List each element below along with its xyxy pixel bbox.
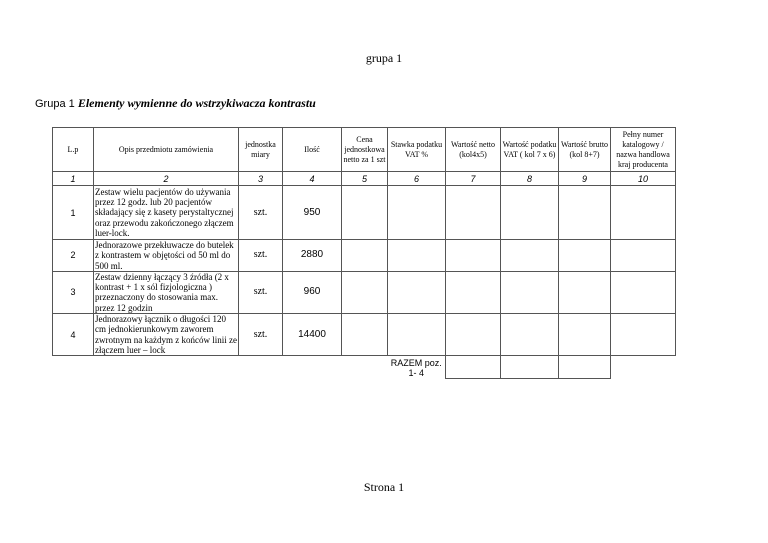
column-header: L.p xyxy=(52,127,94,172)
table-row: 1 Zestaw wielu pacjentów do używania prz… xyxy=(52,185,676,240)
empty-cell xyxy=(610,313,676,357)
empty-cell xyxy=(558,185,611,240)
column-number-row: 1 2 3 4 5 6 7 8 9 10 xyxy=(52,171,676,186)
column-header: Cena jednostkowa netto za 1 szt xyxy=(341,127,388,172)
empty-cell xyxy=(558,270,611,315)
row-quantity: 2880 xyxy=(282,239,342,272)
page-footer: Strona 1 xyxy=(363,480,405,494)
total-vat-cell xyxy=(500,355,559,380)
column-number: 4 xyxy=(282,171,342,186)
row-quantity: 950 xyxy=(282,185,342,240)
row-lp: 3 xyxy=(52,270,94,315)
empty-cell xyxy=(610,239,676,272)
empty-cell xyxy=(445,185,501,240)
row-lp: 1 xyxy=(52,185,94,240)
column-header: Wartość netto (kol4x5) xyxy=(445,127,501,172)
table-row: 2 Jednorazowe przekłuwacze do butelek z … xyxy=(52,239,676,272)
empty-cell xyxy=(387,185,446,240)
empty-cell xyxy=(341,185,388,240)
row-description: Zestaw dzienny łączący 3 źródła (2 x kon… xyxy=(93,270,239,315)
group-heading: Grupa 1 Elementy wymienne do wstrzykiwac… xyxy=(35,96,316,111)
total-row: RAZEM poz. 1- 4 xyxy=(53,355,676,380)
empty-cell xyxy=(387,239,446,272)
total-label: RAZEM poz. 1- 4 xyxy=(390,357,442,378)
empty-cell xyxy=(500,313,559,357)
empty-cell xyxy=(445,270,501,315)
column-header: Stawka podatku VAT % xyxy=(387,127,446,172)
column-header: Wartość podatku VAT ( kol 7 x 6) xyxy=(500,127,559,172)
column-header: Wartość brutto (kol 8+7) xyxy=(558,127,611,172)
total-brutto-cell xyxy=(558,355,611,380)
empty-cell xyxy=(500,239,559,272)
column-header: jednostka miary xyxy=(238,127,283,172)
column-number: 3 xyxy=(238,171,283,186)
row-description: Jednorazowe przekłuwacze do butelek z ko… xyxy=(93,239,239,272)
empty-cell xyxy=(445,313,501,357)
group-title: Elementy wymienne do wstrzykiwacza kontr… xyxy=(77,96,316,110)
empty-cell xyxy=(610,270,676,315)
table-header-row: L.p Opis przedmiotu zamówienia jednostka… xyxy=(52,127,676,172)
empty-cell xyxy=(387,270,446,315)
row-lp: 4 xyxy=(52,313,94,357)
row-quantity: 14400 xyxy=(282,313,342,357)
table-row: 4 Jednorazowy łącznik o długości 120 cm … xyxy=(52,313,676,357)
row-lp: 2 xyxy=(52,239,94,272)
column-number: 9 xyxy=(558,171,611,186)
column-header: Ilość xyxy=(282,127,342,172)
order-table: L.p Opis przedmiotu zamówienia jednostka… xyxy=(52,127,676,380)
column-number: 5 xyxy=(341,171,388,186)
column-number: 6 xyxy=(387,171,446,186)
row-description: Jednorazowy łącznik o długości 120 cm je… xyxy=(93,313,239,357)
group-prefix: Grupa 1 xyxy=(35,98,75,110)
column-number: 7 xyxy=(445,171,501,186)
row-description: Zestaw wielu pacjentów do używania przez… xyxy=(93,185,239,240)
page-header: grupa 1 xyxy=(365,51,403,65)
empty-cell xyxy=(341,313,388,357)
row-unit: szt. xyxy=(238,239,283,272)
empty-cell xyxy=(341,270,388,315)
row-unit: szt. xyxy=(238,313,283,357)
empty-cell xyxy=(500,270,559,315)
column-number: 2 xyxy=(93,171,239,186)
empty-cell xyxy=(341,239,388,272)
empty-cell xyxy=(445,239,501,272)
column-header: Pełny numer katalogowy / nazwa handlowa … xyxy=(610,127,676,172)
empty-cell xyxy=(558,313,611,357)
row-quantity: 960 xyxy=(282,270,342,315)
total-netto-cell xyxy=(445,355,501,380)
row-unit: szt. xyxy=(238,270,283,315)
row-unit: szt. xyxy=(238,185,283,240)
column-number: 8 xyxy=(500,171,559,186)
column-header: Opis przedmiotu zamówienia xyxy=(93,127,239,172)
empty-cell xyxy=(500,185,559,240)
empty-cell xyxy=(387,313,446,357)
table-row: 3 Zestaw dzienny łączący 3 źródła (2 x k… xyxy=(52,270,676,315)
empty-cell xyxy=(558,239,611,272)
column-number: 10 xyxy=(610,171,676,186)
column-number: 1 xyxy=(52,171,94,186)
empty-cell xyxy=(610,185,676,240)
